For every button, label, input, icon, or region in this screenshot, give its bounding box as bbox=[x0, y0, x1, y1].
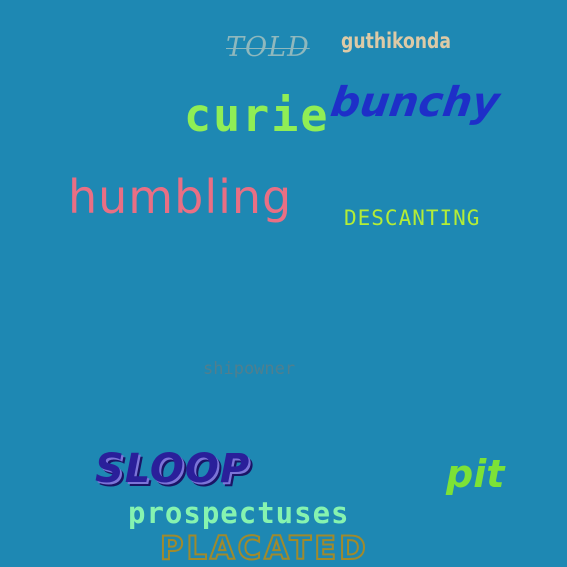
word-told: TOLD bbox=[226, 32, 310, 63]
word-humbling: humbling bbox=[68, 170, 293, 224]
word-guthikonda: guthikonda bbox=[341, 29, 452, 53]
word-shipowner: shipowner bbox=[203, 359, 296, 379]
word-sloop: SLOOP bbox=[95, 446, 251, 492]
word-pit: pit bbox=[446, 452, 505, 496]
word-descanting: DESCANTING bbox=[344, 206, 481, 230]
word-prospectuses: prospectuses bbox=[128, 496, 350, 530]
word-curie: curie bbox=[184, 89, 330, 142]
word-bunchy: bunchy bbox=[327, 78, 503, 126]
word-placated: PLACATED bbox=[159, 529, 369, 567]
